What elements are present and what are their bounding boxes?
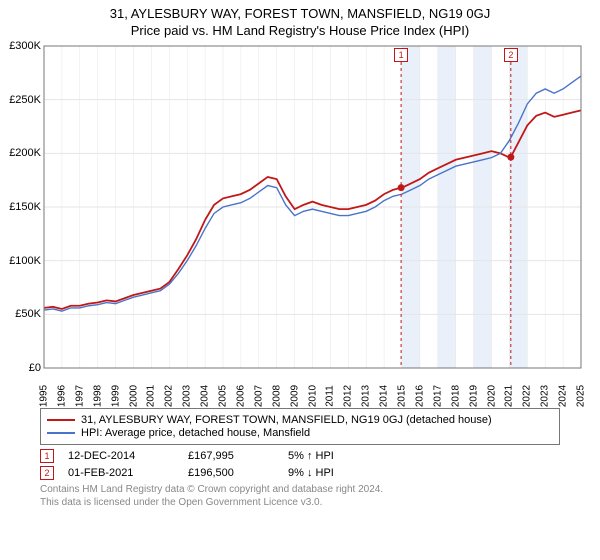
footer-attribution: Contains HM Land Registry data © Crown c… (40, 484, 560, 509)
y-tick-label: £100K (3, 255, 41, 267)
x-tick-label: 2003 (182, 385, 193, 407)
x-tick-label: 2023 (540, 385, 551, 407)
x-tick-label: 2016 (414, 385, 425, 407)
x-tick-label: 1996 (56, 385, 67, 407)
legend-swatch (47, 419, 75, 421)
x-tick-label: 2005 (218, 385, 229, 407)
footer-line-2: This data is licensed under the Open Gov… (40, 497, 560, 510)
sale-price: £196,500 (188, 467, 288, 479)
sales-table: 1 12-DEC-2014£167,9955% ↑ HPI 2 01-FEB-2021… (40, 449, 560, 480)
x-tick-label: 2017 (432, 385, 443, 407)
legend-swatch (47, 432, 75, 434)
x-tick-label: 1999 (110, 385, 121, 407)
x-tick-label: 2011 (325, 385, 336, 407)
x-tick-label: 2022 (522, 385, 533, 407)
x-tick-label: 1998 (92, 385, 103, 407)
legend-label: HPI: Average price, detached house, Mans… (81, 427, 310, 439)
chart-title: 31, AYLESBURY WAY, FOREST TOWN, MANSFIEL… (0, 0, 600, 21)
x-tick-label: 2004 (200, 385, 211, 407)
x-tick-label: 2009 (289, 385, 300, 407)
y-tick-label: £250K (3, 94, 41, 106)
y-tick-label: £150K (3, 201, 41, 213)
sale-diff: 9% ↓ HPI (288, 467, 378, 479)
legend-box: 31, AYLESBURY WAY, FOREST TOWN, MANSFIEL… (40, 408, 560, 445)
x-tick-label: 2014 (379, 385, 390, 407)
x-tick-label: 2019 (468, 385, 479, 407)
x-tick-label: 2008 (271, 385, 282, 407)
y-tick-label: £300K (3, 40, 41, 52)
y-tick-label: £200K (3, 147, 41, 159)
chart-subtitle: Price paid vs. HM Land Registry's House … (0, 21, 600, 42)
sale-row-marker: 1 (40, 449, 54, 463)
x-tick-label: 2025 (576, 385, 587, 407)
x-tick-label: 2000 (128, 385, 139, 407)
sale-date: 12-DEC-2014 (68, 450, 188, 462)
x-tick-label: 2010 (307, 385, 318, 407)
sale-price: £167,995 (188, 450, 288, 462)
sale-marker-2: 2 (504, 48, 518, 62)
x-tick-label: 2007 (253, 385, 264, 407)
x-tick-label: 2024 (558, 385, 569, 407)
y-tick-label: £0 (3, 362, 41, 374)
sale-row: 1 12-DEC-2014£167,9955% ↑ HPI (40, 449, 560, 463)
x-tick-label: 2002 (164, 385, 175, 407)
legend-label: 31, AYLESBURY WAY, FOREST TOWN, MANSFIEL… (81, 414, 492, 426)
x-tick-label: 2013 (361, 385, 372, 407)
legend-row: 31, AYLESBURY WAY, FOREST TOWN, MANSFIEL… (47, 414, 553, 426)
sale-row: 2 01-FEB-2021£196,5009% ↓ HPI (40, 466, 560, 480)
sale-row-marker: 2 (40, 466, 54, 480)
y-tick-label: £50K (3, 308, 41, 320)
x-tick-label: 1997 (74, 385, 85, 407)
x-tick-label: 2012 (343, 385, 354, 407)
line-chart (40, 42, 585, 372)
chart-area: £0£50K£100K£150K£200K£250K£300K 19951996… (40, 42, 590, 402)
x-tick-label: 2021 (504, 385, 515, 407)
sale-marker-1: 1 (394, 48, 408, 62)
sale-diff: 5% ↑ HPI (288, 450, 378, 462)
sale-date: 01-FEB-2021 (68, 467, 188, 479)
x-tick-label: 2001 (146, 385, 157, 407)
x-tick-label: 2015 (397, 385, 408, 407)
x-tick-label: 2018 (450, 385, 461, 407)
x-tick-label: 2006 (235, 385, 246, 407)
x-tick-label: 2020 (486, 385, 497, 407)
legend-row: HPI: Average price, detached house, Mans… (47, 427, 553, 439)
x-tick-label: 1995 (39, 385, 50, 407)
footer-line-1: Contains HM Land Registry data © Crown c… (40, 484, 560, 497)
